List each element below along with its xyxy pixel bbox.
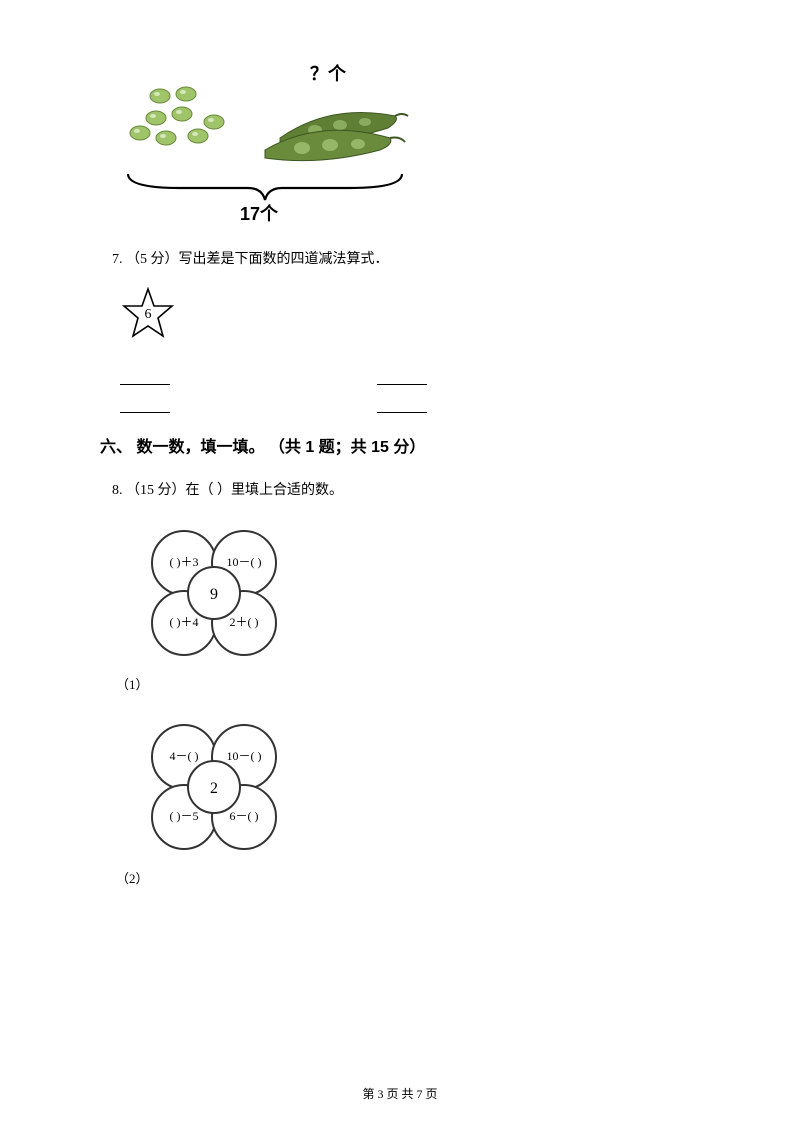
svg-text:10－( ): 10－( ) <box>227 749 262 763</box>
question-8-text: 8. （15 分）在（ ）里填上合适的数。 <box>100 479 700 499</box>
blank-4[interactable] <box>377 399 427 413</box>
flower-1-label: （1） <box>116 674 700 693</box>
brace-icon <box>120 170 410 204</box>
svg-text:6－( ): 6－( ) <box>230 809 259 823</box>
beans-drawing <box>120 78 410 178</box>
flower-2-svg: 2 4－( ) 10－( ) ( )－5 6－( ) <box>114 707 314 867</box>
svg-text:2: 2 <box>210 780 218 797</box>
blank-3[interactable] <box>120 399 170 413</box>
svg-text:( )＋4: ( )＋4 <box>170 615 199 629</box>
blanks-row-2 <box>120 397 700 413</box>
answer-blanks <box>120 369 700 413</box>
svg-text:10－( ): 10－( ) <box>227 555 262 569</box>
total-label: 17个 <box>240 200 278 226</box>
svg-text:4－( ): 4－( ) <box>170 749 199 763</box>
svg-text:( )＋3: ( )＋3 <box>170 555 199 569</box>
beans-figure: ？个 <box>120 60 410 220</box>
star-number: 6 <box>145 307 152 322</box>
flower-1: 9 ( )＋3 10－( ) ( )＋4 2＋( ) （1） <box>114 513 700 693</box>
svg-text:( )－5: ( )－5 <box>170 809 199 823</box>
flower-1-svg: 9 ( )＋3 10－( ) ( )＋4 2＋( ) <box>114 513 314 673</box>
flower-2: 2 4－( ) 10－( ) ( )－5 6－( ) （2） <box>114 707 700 887</box>
flower-2-label: （2） <box>116 868 700 887</box>
svg-text:2＋( ): 2＋( ) <box>230 615 259 629</box>
svg-text:9: 9 <box>210 586 218 603</box>
page: ？个 <box>0 0 800 1132</box>
star-figure: 6 <box>120 286 700 347</box>
star-icon: 6 <box>120 286 176 342</box>
page-footer: 第 3 页 共 7 页 <box>0 1085 800 1102</box>
section-6-heading: 六、 数一数，填一填。 （共 1 题；共 15 分） <box>100 433 700 457</box>
blank-1[interactable] <box>120 371 170 385</box>
blanks-row-1 <box>120 369 700 385</box>
blank-2[interactable] <box>377 371 427 385</box>
question-7-text: 7. （5 分）写出差是下面数的四道减法算式． <box>100 248 700 268</box>
